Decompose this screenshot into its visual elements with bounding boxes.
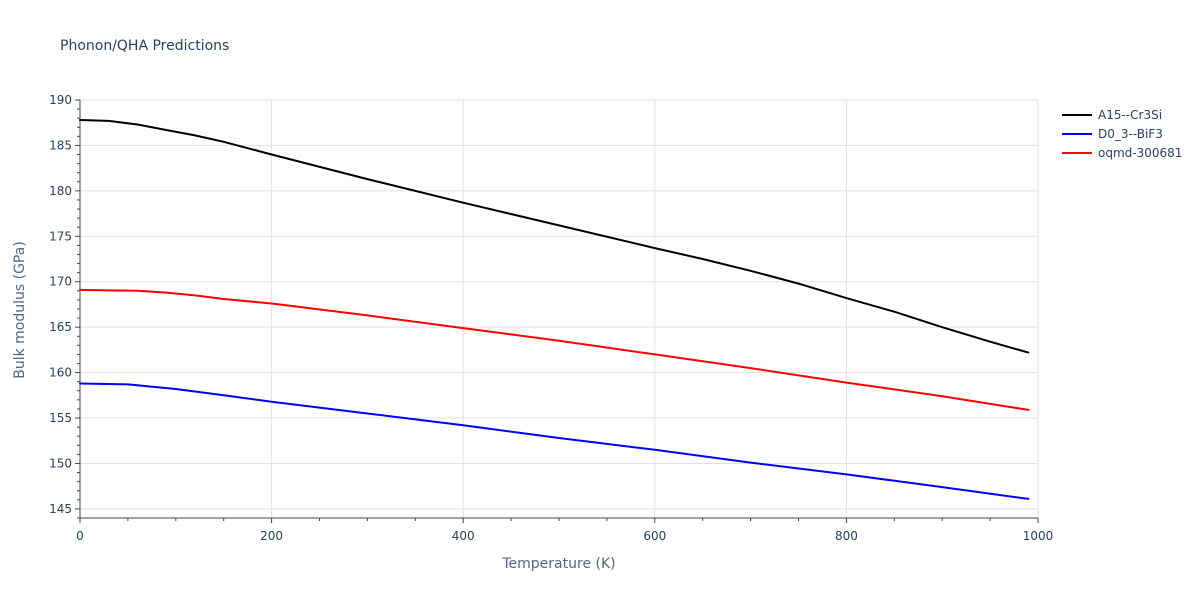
series-layer (79, 119, 1030, 500)
x-tick-label: 800 (835, 529, 858, 543)
y-tick-label: 185 (49, 138, 72, 152)
y-tick-label: 175 (49, 229, 72, 243)
legend: A15--Cr3Si D0_3--BiF3 oqmd-300681 (1062, 108, 1182, 160)
series-line-a15-cr3si[interactable] (79, 119, 1030, 354)
series-line-d0-3-bif3[interactable] (79, 382, 1030, 500)
axis-layer: 0 200 400 600 800 1000 145 150 155 160 165 170 175 18… (49, 93, 1053, 543)
series-line-oqmd-300681[interactable] (79, 288, 1030, 411)
legend-label: oqmd-300681 (1098, 146, 1182, 160)
y-tick-label: 145 (49, 502, 72, 516)
y-tick-label: 170 (49, 275, 72, 289)
x-tick-label: 600 (643, 529, 666, 543)
legend-label: A15--Cr3Si (1098, 108, 1162, 122)
legend-item-d0-3-bif3[interactable]: D0_3--BiF3 (1062, 127, 1163, 141)
y-axis-title: Bulk modulus (GPa) (12, 241, 28, 379)
y-tick-label: 160 (49, 366, 72, 380)
x-tick-label: 400 (452, 529, 475, 543)
y-tick-label: 155 (49, 411, 72, 425)
y-tick-label: 190 (49, 93, 72, 107)
chart-title: Phonon/QHA Predictions (60, 38, 229, 54)
grid-layer (80, 99, 1039, 518)
x-tick-label: 1000 (1023, 529, 1054, 543)
y-tick-label: 180 (49, 184, 72, 198)
legend-item-oqmd-300681[interactable]: oqmd-300681 (1062, 146, 1182, 160)
y-tick-label: 165 (49, 320, 72, 334)
x-tick-label: 200 (260, 529, 283, 543)
legend-item-a15-cr3si[interactable]: A15--Cr3Si (1062, 108, 1162, 122)
x-tick-label: 0 (76, 529, 84, 543)
x-axis-title: Temperature (K) (501, 556, 615, 572)
y-tick-label: 150 (49, 456, 72, 470)
legend-label: D0_3--BiF3 (1098, 127, 1163, 141)
